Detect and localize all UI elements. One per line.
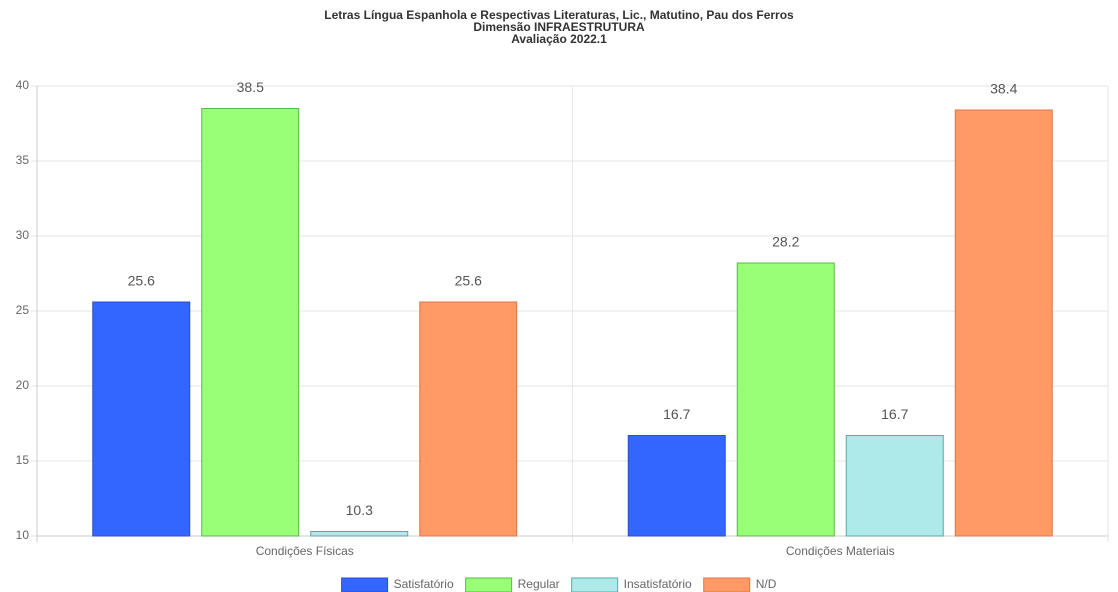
data-label: 38.4 <box>990 81 1017 97</box>
data-label: 16.7 <box>881 406 908 422</box>
legend-label: N/D <box>756 577 777 591</box>
chart-title: Dimensão INFRAESTRUTURA <box>473 20 645 34</box>
bar <box>419 301 518 537</box>
bar <box>310 531 409 537</box>
data-label: 16.7 <box>663 406 690 422</box>
data-label: 28.2 <box>772 234 799 250</box>
data-label: 25.6 <box>455 273 482 289</box>
data-label: 38.5 <box>237 79 264 95</box>
bar <box>736 262 835 537</box>
legend-swatch <box>341 577 389 592</box>
y-tick-label: 35 <box>16 153 30 167</box>
y-tick-label: 15 <box>16 453 30 467</box>
legend-swatch <box>571 577 619 592</box>
y-tick-label: 40 <box>16 78 30 92</box>
y-tick-label: 10 <box>16 528 30 542</box>
legend-swatch <box>703 577 751 592</box>
bar <box>627 435 726 537</box>
bar <box>201 108 300 537</box>
y-tick-label: 30 <box>16 228 30 242</box>
y-tick-label: 25 <box>16 303 30 317</box>
data-label: 25.6 <box>128 273 155 289</box>
data-label: 10.3 <box>346 502 373 518</box>
legend-label: Regular <box>518 577 560 591</box>
legend-label: Satisfatório <box>394 577 454 591</box>
legend-swatch <box>465 577 513 592</box>
y-tick-label: 20 <box>16 378 30 392</box>
bar <box>954 109 1053 537</box>
x-tick-label: Condições Materiais <box>786 544 895 558</box>
legend-label: Insatisfatório <box>624 577 692 591</box>
bar <box>845 435 944 537</box>
chart-title: Avaliação 2022.1 <box>511 32 607 46</box>
x-tick-label: Condições Físicas <box>256 544 354 558</box>
chart-title: Letras Língua Espanhola e Respectivas Li… <box>324 8 794 22</box>
bar <box>92 301 191 537</box>
